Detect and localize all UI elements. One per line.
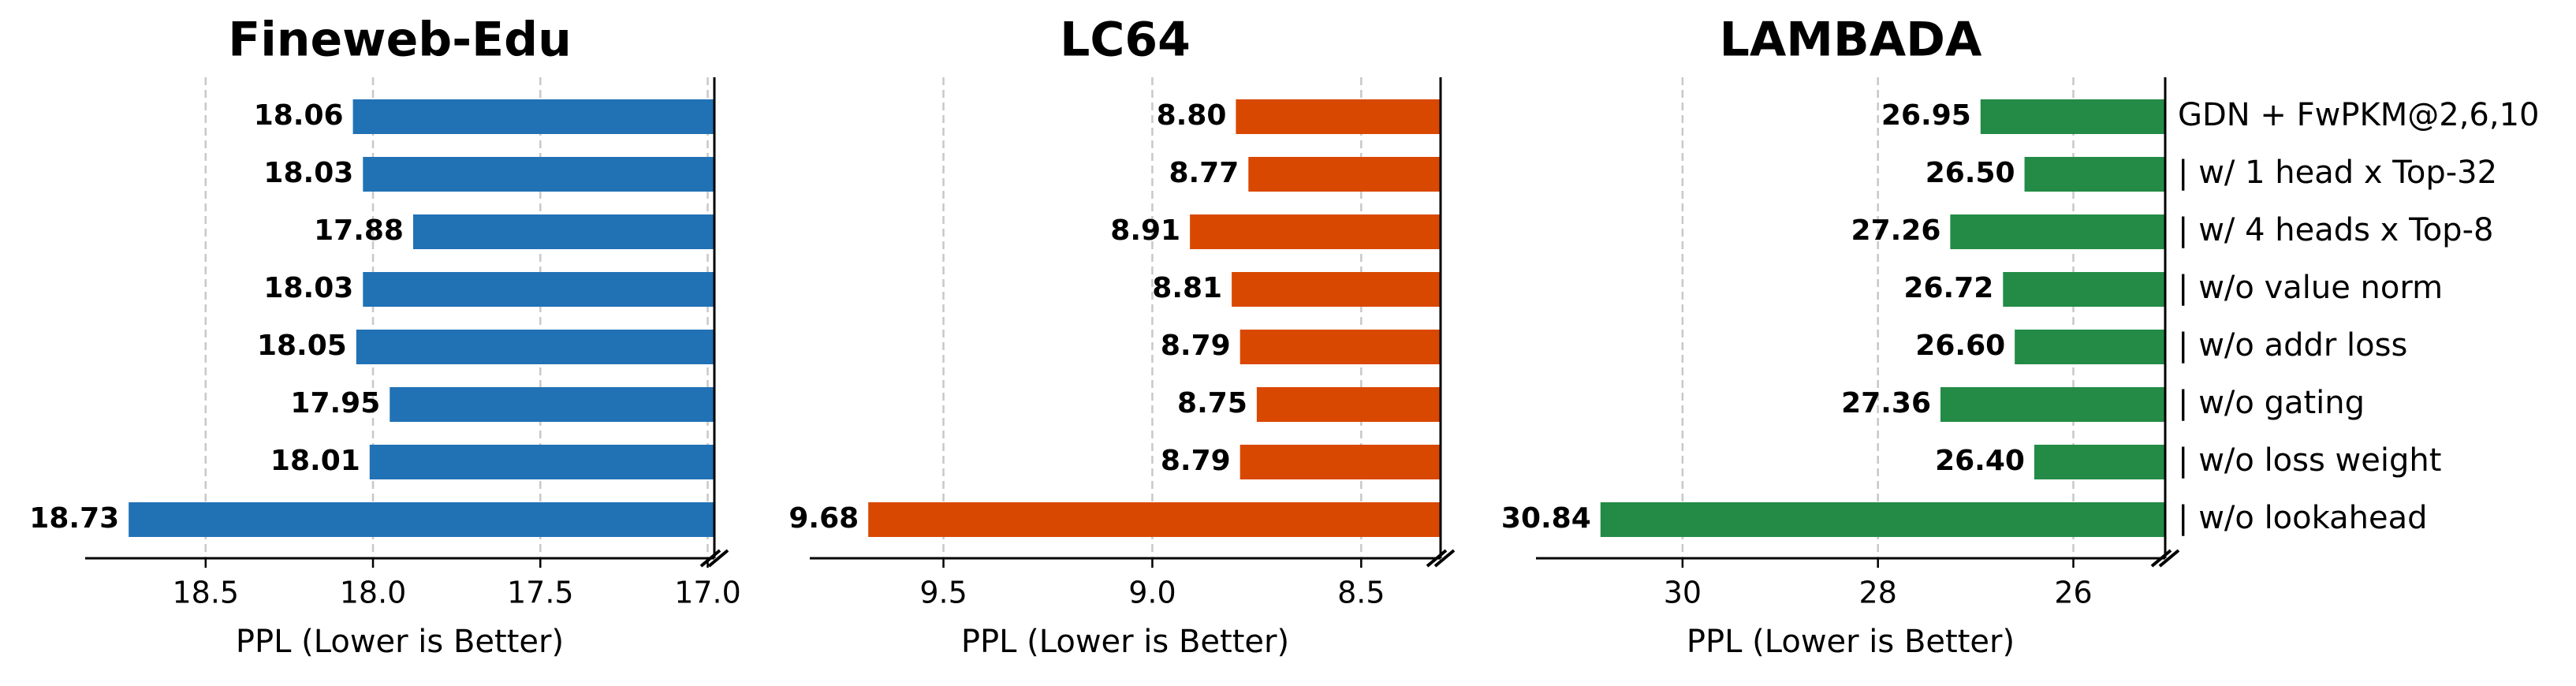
x-axis-label: PPL (Lower is Better)	[961, 624, 1289, 660]
category-label: | w/ 1 head x Top-32	[2178, 155, 2497, 191]
value-label: 26.50	[1925, 157, 2015, 189]
axis-break	[1433, 549, 1456, 568]
category-label: GDN + FwPKM@2,6,10	[2178, 97, 2539, 133]
value-label: 8.80	[1157, 99, 1227, 132]
bar	[1600, 502, 2165, 537]
bar	[2015, 330, 2165, 364]
x-tick-label: 8.5	[1337, 576, 1385, 610]
panel-title: LC64	[1060, 13, 1191, 68]
value-label: 8.77	[1169, 157, 1239, 189]
bar	[1950, 214, 2165, 249]
x-tick-label: 17.5	[507, 576, 574, 610]
axis-break	[707, 549, 729, 568]
x-tick-label: 26	[2054, 576, 2092, 610]
bar	[2003, 272, 2165, 307]
bar	[363, 272, 714, 307]
x-tick-label: 30	[1664, 576, 1702, 610]
category-label: | w/o gating	[2178, 385, 2365, 421]
value-label: 27.36	[1841, 387, 1931, 419]
value-label: 18.05	[257, 330, 347, 362]
bar	[1236, 99, 1441, 134]
value-label: 18.01	[270, 445, 360, 477]
category-label: | w/o addr loss	[2178, 327, 2407, 364]
bar	[1248, 157, 1441, 192]
value-label: 18.73	[29, 502, 119, 535]
category-label: | w/o lookahead	[2178, 500, 2427, 536]
bar	[363, 157, 714, 192]
x-axis-label: PPL (Lower is Better)	[1687, 624, 2015, 660]
x-tick-label: 9.5	[919, 576, 967, 610]
bar	[369, 445, 714, 479]
value-label: 26.40	[1935, 445, 2025, 477]
x-tick-label: 9.0	[1128, 576, 1176, 610]
value-label: 30.84	[1501, 502, 1591, 535]
category-label: | w/o loss weight	[2178, 442, 2441, 479]
value-label: 8.75	[1177, 387, 1247, 419]
x-axis-label: PPL (Lower is Better)	[236, 624, 564, 660]
axis-break	[699, 549, 721, 568]
category-label: | w/o value norm	[2178, 270, 2443, 306]
value-label: 27.26	[1851, 214, 1941, 247]
value-label: 17.88	[314, 214, 404, 247]
x-tick-label: 18.5	[173, 576, 240, 610]
panel-title: LAMBADA	[1720, 13, 1982, 68]
axis-break	[1426, 549, 1448, 568]
bar	[352, 99, 714, 134]
x-tick-label: 28	[1859, 576, 1897, 610]
x-tick-label: 18.0	[340, 576, 407, 610]
bar	[1232, 272, 1441, 307]
axis-break	[2150, 549, 2172, 568]
bar	[1940, 387, 2165, 422]
bar	[129, 502, 714, 537]
value-label: 18.03	[263, 157, 353, 189]
value-label: 8.81	[1152, 272, 1222, 304]
value-label: 26.60	[1915, 330, 2005, 362]
bar	[1240, 330, 1441, 364]
bar	[868, 502, 1441, 537]
bar	[356, 330, 714, 364]
value-label: 8.91	[1110, 214, 1180, 247]
bar	[1256, 387, 1441, 422]
axis-break	[2158, 549, 2180, 568]
value-label: 9.68	[788, 502, 859, 535]
bar	[412, 214, 714, 249]
value-label: 18.03	[263, 272, 353, 304]
bar	[2034, 445, 2165, 479]
panel-title: Fineweb-Edu	[228, 13, 572, 68]
bar	[1190, 214, 1441, 249]
value-label: 17.95	[290, 387, 380, 419]
value-label: 26.95	[1881, 99, 1971, 132]
bar	[390, 387, 714, 422]
value-label: 26.72	[1903, 272, 1993, 304]
value-label: 8.79	[1161, 330, 1231, 362]
value-label: 18.06	[254, 99, 344, 132]
bar	[2024, 157, 2165, 192]
value-label: 8.79	[1161, 445, 1231, 477]
bar	[1980, 99, 2165, 134]
x-tick-label: 17.0	[674, 576, 741, 610]
bar	[1240, 445, 1441, 479]
category-label: | w/ 4 heads x Top-8	[2178, 212, 2493, 248]
